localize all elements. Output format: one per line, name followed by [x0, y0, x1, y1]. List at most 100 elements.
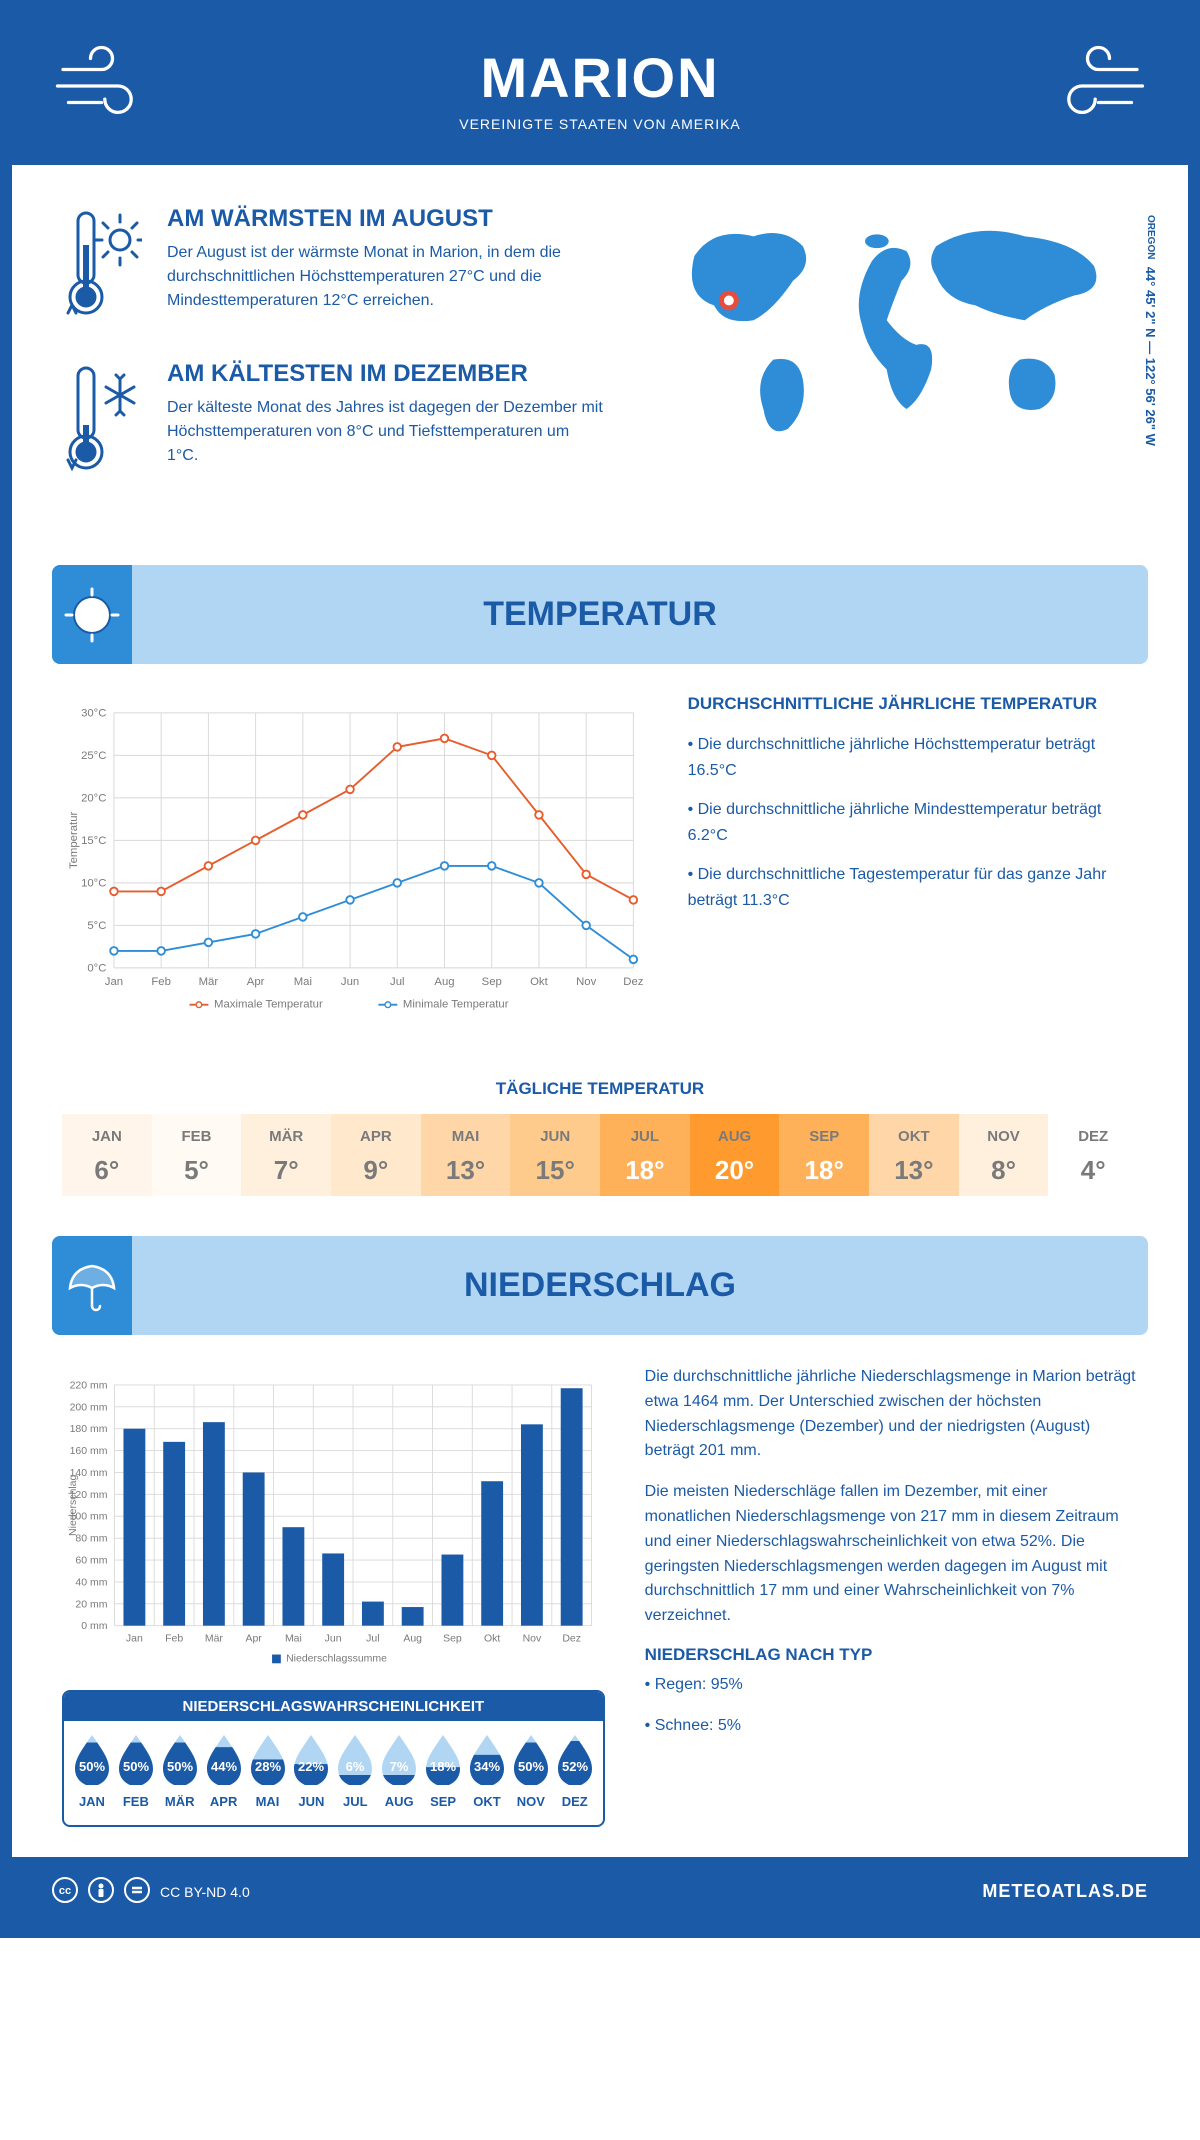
svg-text:50%: 50% [79, 1759, 105, 1774]
svg-text:Aug: Aug [403, 1632, 422, 1644]
precipitation-section-head: NIEDERSCHLAG [52, 1236, 1148, 1335]
svg-text:6%: 6% [346, 1759, 365, 1774]
svg-text:5°C: 5°C [87, 920, 106, 932]
precip-drop: 50% JAN [70, 1733, 114, 1809]
precip-drop: 50% MÄR [158, 1733, 202, 1809]
svg-text:30°C: 30°C [81, 708, 106, 720]
svg-text:Jun: Jun [325, 1632, 342, 1644]
brand-text: METEOATLAS.DE [982, 1881, 1148, 1902]
svg-text:200 mm: 200 mm [70, 1401, 108, 1413]
svg-text:44%: 44% [211, 1759, 237, 1774]
region-label: OREGON [1145, 215, 1156, 259]
precip-prob-title: NIEDERSCHLAGSWAHRSCHEINLICHKEIT [64, 1692, 603, 1721]
svg-text:Nov: Nov [576, 976, 596, 988]
svg-text:Mär: Mär [205, 1632, 224, 1644]
svg-text:0 mm: 0 mm [81, 1620, 108, 1632]
svg-text:Temperatur: Temperatur [68, 812, 80, 870]
daily-cell: DEZ4° [1048, 1114, 1138, 1196]
svg-text:Niederschlagssumme: Niederschlagssumme [286, 1653, 387, 1665]
temperature-line-chart: 0°C 5°C 10°C 15°C 20°C 25°C 30°C Jan Feb Mär Apr Ma… [62, 694, 648, 1039]
svg-text:Jul: Jul [366, 1632, 379, 1644]
precip-drop: 50% NOV [509, 1733, 553, 1809]
svg-text:22%: 22% [298, 1759, 324, 1774]
svg-text:Nov: Nov [523, 1632, 542, 1644]
svg-text:Niederschlag: Niederschlag [67, 1475, 79, 1536]
precip-drop: 44% APR [202, 1733, 246, 1809]
umbrella-icon [52, 1236, 132, 1335]
daily-temp-row: JAN6°FEB5°MÄR7°APR9°MAI13°JUN15°JUL18°AU… [62, 1114, 1138, 1196]
precip-drop: 7% AUG [377, 1733, 421, 1809]
svg-text:160 mm: 160 mm [70, 1445, 108, 1457]
svg-text:34%: 34% [474, 1759, 500, 1774]
precip-drop: 52% DEZ [553, 1733, 597, 1809]
daily-cell: JAN6° [62, 1114, 152, 1196]
daily-cell: AUG20° [690, 1114, 780, 1196]
svg-text:40 mm: 40 mm [75, 1576, 107, 1588]
svg-text:Dez: Dez [562, 1632, 581, 1644]
daily-temp-title: TÄGLICHE TEMPERATUR [12, 1079, 1188, 1099]
map-container: OREGON 44° 45' 2" N — 122° 56' 26" W [645, 205, 1138, 515]
svg-text:7%: 7% [390, 1759, 409, 1774]
daily-cell: FEB5° [152, 1114, 242, 1196]
temp-avg-p1: • Die durchschnittliche jährliche Höchst… [688, 732, 1138, 783]
svg-text:20°C: 20°C [81, 793, 106, 805]
daily-cell: NOV8° [959, 1114, 1049, 1196]
svg-text:0°C: 0°C [87, 963, 106, 975]
daily-cell: OKT13° [869, 1114, 959, 1196]
by-icon [88, 1877, 114, 1906]
svg-text:Sep: Sep [443, 1632, 462, 1644]
svg-text:10°C: 10°C [81, 878, 106, 890]
svg-text:Jan: Jan [126, 1632, 143, 1644]
precip-type-title: NIEDERSCHLAG NACH TYP [645, 1645, 1138, 1665]
coldest-text: Der kälteste Monat des Jahres ist dagege… [167, 396, 605, 468]
temperature-title: TEMPERATUR [483, 595, 717, 633]
svg-text:Apr: Apr [245, 1632, 262, 1644]
svg-text:18%: 18% [430, 1759, 456, 1774]
svg-text:50%: 50% [167, 1759, 193, 1774]
thermometer-cold-icon [62, 360, 142, 485]
svg-text:Aug: Aug [434, 976, 454, 988]
svg-text:25°C: 25°C [81, 750, 106, 762]
svg-text:Maximale Temperatur: Maximale Temperatur [214, 999, 323, 1011]
daily-cell: APR9° [331, 1114, 421, 1196]
wind-icon-right [1038, 42, 1148, 135]
temperature-section-head: TEMPERATUR [52, 565, 1148, 664]
precip-drop: 22% JUN [289, 1733, 333, 1809]
wind-icon-left [52, 42, 162, 135]
svg-text:15°C: 15°C [81, 835, 106, 847]
svg-text:50%: 50% [123, 1759, 149, 1774]
warmest-text: Der August ist der wärmste Monat in Mari… [167, 241, 605, 313]
svg-text:Sep: Sep [482, 976, 502, 988]
svg-text:Dez: Dez [623, 976, 643, 988]
svg-text:180 mm: 180 mm [70, 1423, 108, 1435]
precip-p2: Die meisten Niederschläge fallen im Deze… [645, 1480, 1138, 1629]
svg-text:Feb: Feb [165, 1632, 183, 1644]
sun-icon [52, 565, 132, 664]
coldest-row: AM KÄLTESTEN IM DEZEMBER Der kälteste Mo… [62, 360, 605, 485]
daily-cell: MAI13° [421, 1114, 511, 1196]
intro-section: AM WÄRMSTEN IM AUGUST Der August ist der… [12, 165, 1188, 545]
precip-drop: 6% JUL [333, 1733, 377, 1809]
temp-avg-p2: • Die durchschnittliche jährliche Mindes… [688, 797, 1138, 848]
precip-drop: 18% SEP [421, 1733, 465, 1809]
svg-text:Jan: Jan [105, 976, 123, 988]
coordinates: 44° 45' 2" N — 122° 56' 26" W [1143, 267, 1158, 446]
svg-text:Apr: Apr [247, 976, 265, 988]
temp-avg-title: DURCHSCHNITTLICHE JÄHRLICHE TEMPERATUR [688, 694, 1138, 714]
svg-text:20 mm: 20 mm [75, 1598, 107, 1610]
svg-text:60 mm: 60 mm [75, 1555, 107, 1567]
daily-cell: SEP18° [779, 1114, 869, 1196]
precipitation-title: NIEDERSCHLAG [464, 1266, 736, 1304]
svg-text:Jun: Jun [341, 976, 359, 988]
svg-text:Mär: Mär [199, 976, 219, 988]
svg-text:Jul: Jul [390, 976, 404, 988]
world-map-icon [645, 205, 1138, 465]
precip-type-p1: • Regen: 95% [645, 1673, 1138, 1698]
svg-text:Mai: Mai [294, 976, 312, 988]
coldest-title: AM KÄLTESTEN IM DEZEMBER [167, 360, 605, 388]
country-subtitle: VEREINIGTE STAATEN VON AMERIKA [459, 116, 741, 132]
precip-probability-box: NIEDERSCHLAGSWAHRSCHEINLICHKEIT 50% JAN … [62, 1690, 605, 1827]
svg-text:80 mm: 80 mm [75, 1533, 107, 1545]
svg-text:Feb: Feb [151, 976, 171, 988]
precip-type-p2: • Schnee: 5% [645, 1714, 1138, 1739]
